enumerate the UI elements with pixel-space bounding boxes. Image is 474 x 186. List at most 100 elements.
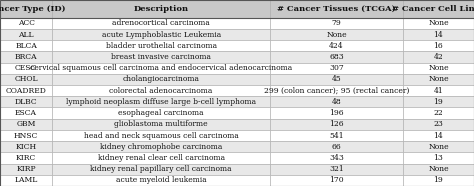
Text: None: None [428, 165, 449, 173]
Bar [52, 130, 270, 141]
Bar [270, 141, 403, 152]
Text: 424: 424 [329, 42, 344, 50]
Text: ACC: ACC [18, 19, 35, 27]
Text: kidney chromophobe carcinoma: kidney chromophobe carcinoma [100, 143, 222, 151]
Bar [52, 29, 270, 40]
Bar [52, 40, 270, 51]
Text: 41: 41 [434, 87, 443, 95]
Bar [0, 175, 52, 186]
Bar [0, 29, 52, 40]
Text: KIRC: KIRC [16, 154, 36, 162]
Bar [403, 175, 474, 186]
Text: kidney renal clear cell carcinoma: kidney renal clear cell carcinoma [98, 154, 225, 162]
Bar [270, 119, 403, 130]
Bar [0, 130, 52, 141]
Bar [52, 85, 270, 96]
Text: # Cancer Cell Lines: # Cancer Cell Lines [392, 5, 474, 13]
Bar [0, 85, 52, 96]
Bar [270, 163, 403, 175]
Text: 541: 541 [329, 132, 344, 140]
Text: 23: 23 [434, 120, 443, 128]
Text: LAML: LAML [14, 176, 38, 184]
Text: BLCA: BLCA [15, 42, 37, 50]
Text: HNSC: HNSC [14, 132, 38, 140]
Bar [270, 130, 403, 141]
Bar [52, 62, 270, 74]
Text: cholangiocarcinoma: cholangiocarcinoma [123, 75, 200, 83]
Bar [0, 40, 52, 51]
Bar [403, 18, 474, 29]
Text: None: None [326, 31, 347, 39]
Text: 48: 48 [332, 98, 341, 106]
Bar [52, 51, 270, 62]
Bar [270, 51, 403, 62]
Bar [270, 29, 403, 40]
Text: DLBC: DLBC [15, 98, 37, 106]
Text: BRCA: BRCA [15, 53, 37, 61]
Bar [403, 85, 474, 96]
Bar [0, 163, 52, 175]
Bar [52, 74, 270, 85]
Bar [52, 141, 270, 152]
Text: 170: 170 [329, 176, 344, 184]
Bar [52, 18, 270, 29]
Text: 307: 307 [329, 64, 344, 72]
Bar [403, 119, 474, 130]
Text: kidney renal papillary cell carcinoma: kidney renal papillary cell carcinoma [91, 165, 232, 173]
Bar [52, 119, 270, 130]
Text: Description: Description [134, 5, 189, 13]
Text: # Cancer Tissues (TCGA): # Cancer Tissues (TCGA) [277, 5, 396, 13]
Bar [0, 51, 52, 62]
Text: Cancer Type (ID): Cancer Type (ID) [0, 5, 66, 13]
Bar [270, 62, 403, 74]
Text: breast invasive carcinoma: breast invasive carcinoma [111, 53, 211, 61]
Text: esophageal carcinoma: esophageal carcinoma [118, 109, 204, 117]
Text: CESC: CESC [15, 64, 37, 72]
Bar [270, 0, 403, 18]
Bar [52, 163, 270, 175]
Text: 45: 45 [332, 75, 341, 83]
Text: 22: 22 [434, 109, 443, 117]
Text: COADRED: COADRED [6, 87, 46, 95]
Bar [0, 108, 52, 119]
Text: bladder urothelial carcinoma: bladder urothelial carcinoma [106, 42, 217, 50]
Bar [270, 18, 403, 29]
Bar [0, 119, 52, 130]
Text: 126: 126 [329, 120, 344, 128]
Text: 66: 66 [332, 143, 341, 151]
Bar [403, 108, 474, 119]
Bar [270, 108, 403, 119]
Bar [403, 141, 474, 152]
Text: CHOL: CHOL [14, 75, 38, 83]
Bar [403, 130, 474, 141]
Bar [270, 40, 403, 51]
Bar [0, 62, 52, 74]
Bar [0, 74, 52, 85]
Text: 683: 683 [329, 53, 344, 61]
Text: 16: 16 [434, 42, 443, 50]
Bar [403, 74, 474, 85]
Text: None: None [428, 19, 449, 27]
Bar [270, 175, 403, 186]
Text: 79: 79 [332, 19, 341, 27]
Text: KIRP: KIRP [16, 165, 36, 173]
Text: None: None [428, 143, 449, 151]
Bar [52, 0, 270, 18]
Text: adrenocortical carcinoma: adrenocortical carcinoma [112, 19, 210, 27]
Text: glioblastoma multiforme: glioblastoma multiforme [114, 120, 208, 128]
Bar [52, 96, 270, 108]
Bar [403, 152, 474, 163]
Bar [403, 62, 474, 74]
Text: 14: 14 [434, 31, 443, 39]
Text: 42: 42 [434, 53, 443, 61]
Bar [270, 74, 403, 85]
Bar [403, 51, 474, 62]
Bar [403, 0, 474, 18]
Bar [270, 85, 403, 96]
Text: None: None [428, 64, 449, 72]
Bar [403, 40, 474, 51]
Bar [0, 96, 52, 108]
Text: 321: 321 [329, 165, 344, 173]
Bar [403, 163, 474, 175]
Text: ESCA: ESCA [15, 109, 37, 117]
